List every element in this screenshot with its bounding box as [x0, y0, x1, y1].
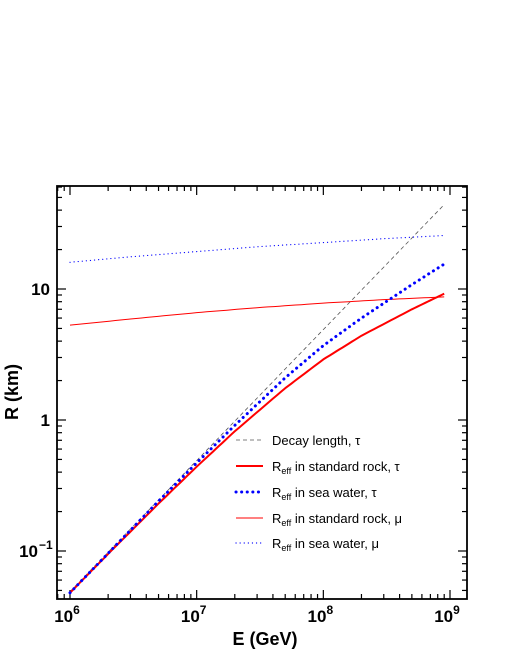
x-tick-label: 107	[181, 603, 207, 626]
series-line-4	[69, 296, 445, 326]
x-axis-title: E (GeV)	[232, 629, 297, 649]
x-tick-label: 108	[308, 603, 334, 626]
x-tick-label: 106	[54, 603, 80, 626]
legend-label-4: Reff in standard rock, μ	[272, 511, 402, 528]
series-line-3	[68, 262, 446, 595]
series-line-5	[69, 234, 445, 263]
axis-ticks	[57, 186, 467, 599]
y-axis-title: R (km)	[2, 364, 22, 420]
legend: Decay length, τ Reff in standard rock, τ R…	[234, 433, 402, 553]
legend-label-2: Reff in standard rock, τ	[272, 459, 401, 476]
x-tick-label: 109	[434, 603, 460, 626]
legend-label-3: Reff in sea water, τ	[272, 485, 377, 502]
legend-label-5: Reff in sea water, μ	[272, 536, 379, 553]
series-line-1	[69, 204, 445, 592]
series-curves	[68, 204, 446, 595]
plot-frame	[56, 185, 468, 600]
y-tick-label: 10	[19, 542, 38, 561]
y-tick-label: 10	[31, 280, 50, 299]
legend-label-1: Decay length, τ	[272, 433, 361, 448]
y-tick-label-exponent: −1	[39, 538, 53, 552]
series-line-2	[69, 292, 445, 594]
y-tick-label: 1	[41, 411, 50, 430]
